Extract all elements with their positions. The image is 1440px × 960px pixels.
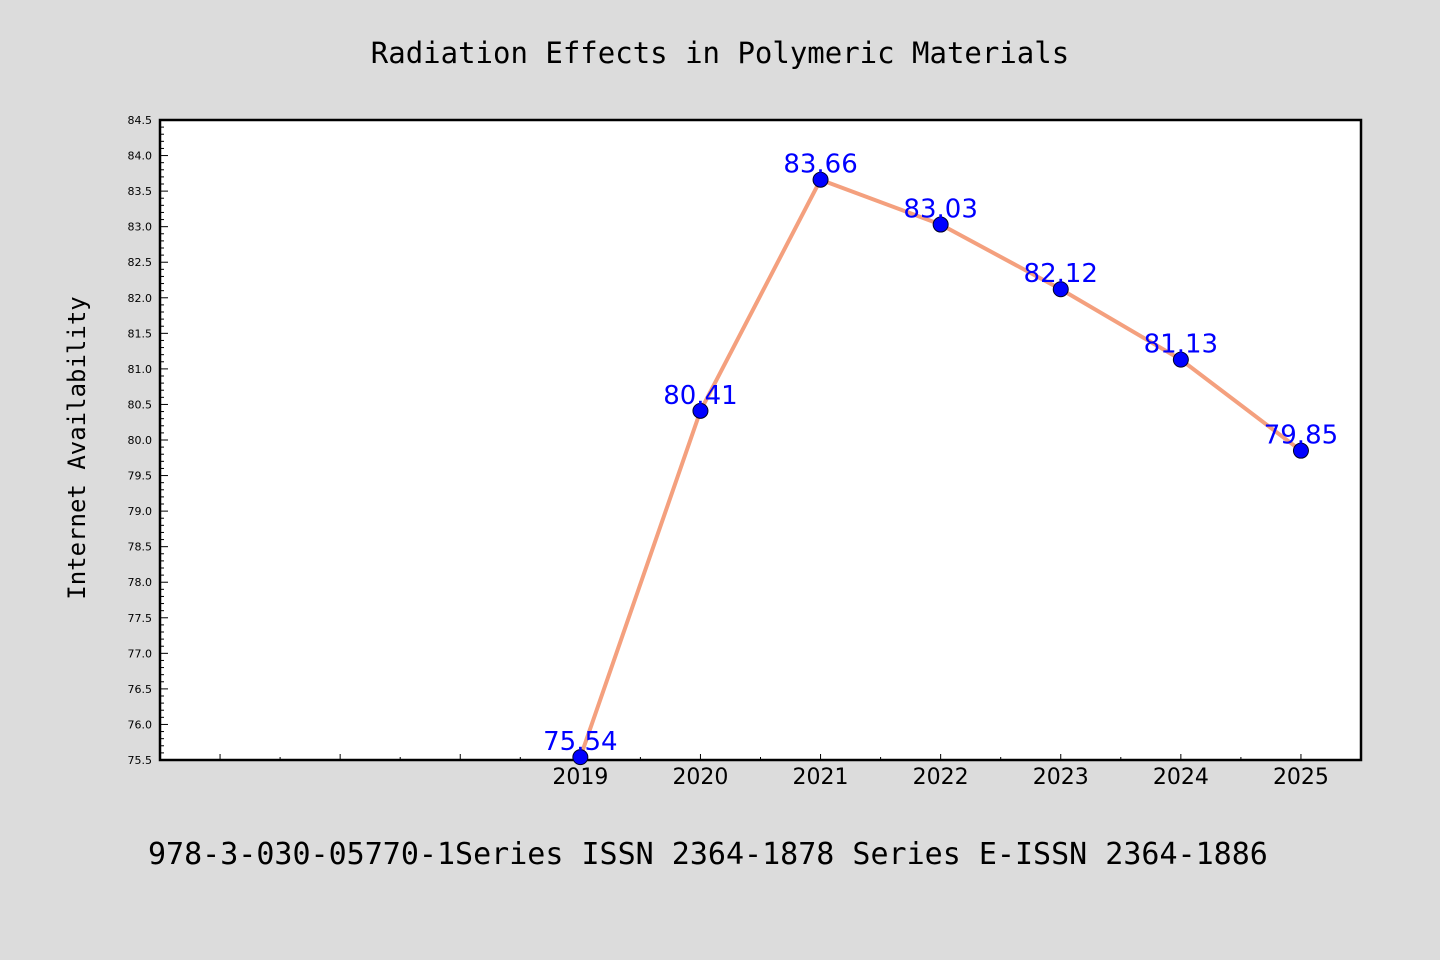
y-tick-label: 79.0: [128, 505, 153, 518]
data-value-label: 80.41: [663, 381, 737, 411]
y-tick-label: 76.0: [128, 718, 153, 731]
y-tick-label: 80.0: [128, 434, 153, 447]
x-tick-label: 2020: [672, 765, 728, 790]
y-tick-label: 84.0: [128, 150, 153, 163]
data-point-marker: [692, 402, 709, 419]
y-tick-label: 83.5: [128, 185, 153, 198]
data-value-label: 82.12: [1024, 259, 1098, 289]
data-labels: 75.54 80.41 83.66 83.03 82.12 81.13 79.85: [543, 150, 1338, 757]
data-value-label: 83.66: [783, 150, 857, 180]
y-tick-label: 78.0: [128, 576, 153, 589]
plot-area: [158, 118, 1363, 762]
x-tick-label: 2023: [1033, 765, 1089, 790]
y-tick-label: 79.5: [128, 470, 153, 483]
x-tick-label: 2021: [793, 765, 849, 790]
data-point-marker: [1052, 281, 1069, 298]
x-tick-label: 2022: [913, 765, 969, 790]
y-tick-label: 75.5: [128, 754, 153, 767]
data-point-marker: [572, 749, 589, 766]
y-tick-label: 78.5: [128, 541, 153, 554]
data-value-label: 83.03: [903, 195, 977, 225]
series-line: [572, 171, 1309, 766]
footer-isbn-text: 978-3-030-05770-1Series ISSN 2364-1878 S…: [148, 837, 1268, 872]
x-tick-label: 2025: [1273, 765, 1329, 790]
y-tick-label: 80.5: [128, 398, 153, 411]
x-axis: 2019 2020 2021 2022 2023 2024 2025: [159, 754, 1362, 790]
data-value-label: 79.85: [1264, 421, 1338, 451]
y-axis: 75.5 76.0 76.5 77.0 77.5 78.0 78.5 79.0 79.5 80.0…: [128, 114, 168, 767]
data-point-marker: [1292, 442, 1309, 459]
y-tick-label: 83.0: [128, 221, 153, 234]
y-tick-label: 76.5: [128, 683, 153, 696]
x-tick-label: 2019: [552, 765, 608, 790]
y-tick-label: 77.0: [128, 647, 153, 660]
data-value-label: 81.13: [1144, 330, 1218, 360]
data-point-marker: [812, 171, 829, 188]
y-tick-label: 77.5: [128, 612, 153, 625]
y-tick-label: 82.0: [128, 292, 153, 305]
y-axis-label: Internet Availability: [63, 296, 91, 599]
data-point-marker: [932, 216, 949, 233]
y-tick-label: 81.0: [128, 363, 153, 376]
y-tick-label: 84.5: [128, 114, 153, 127]
y-tick-label: 81.5: [128, 327, 153, 340]
y-tick-label: 82.5: [128, 256, 153, 269]
data-point-marker: [1172, 351, 1189, 368]
data-value-label: 75.54: [543, 727, 617, 757]
chart-title: Radiation Effects in Polymeric Materials: [371, 36, 1069, 70]
x-tick-label: 2024: [1153, 765, 1209, 790]
